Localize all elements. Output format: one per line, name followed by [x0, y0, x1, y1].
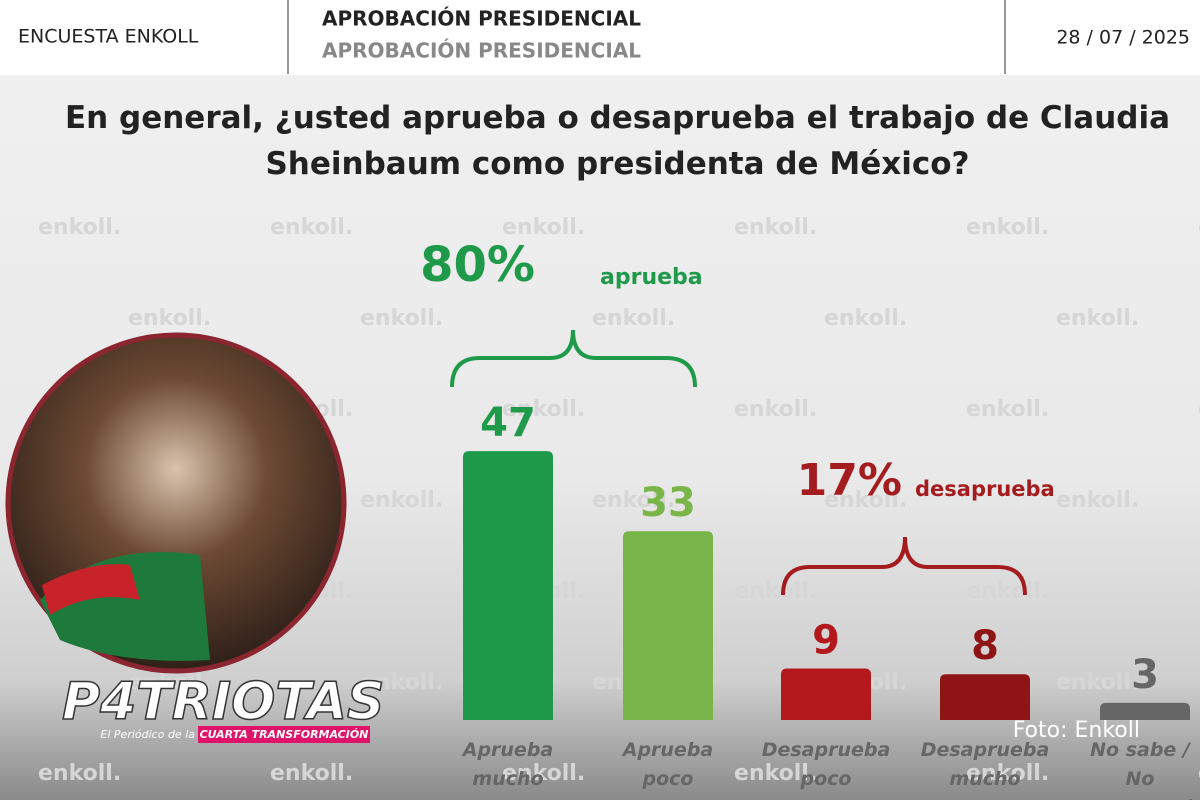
- logo: P4TRIOTAS: [62, 672, 385, 732]
- watermark: enkoll.: [38, 215, 121, 240]
- sash: [42, 564, 140, 615]
- watermark: enkoll.: [502, 761, 585, 786]
- bar: [463, 451, 553, 720]
- category-label: Aprueba poco: [622, 739, 714, 790]
- watermark: enkoll.: [1198, 579, 1200, 604]
- header-heading: APROBACIÓN PRESIDENCIAL: [322, 7, 641, 31]
- watermark: enkoll.: [966, 579, 1049, 604]
- bar: [940, 674, 1030, 720]
- category-label: No sabe / No respondió: [1087, 739, 1194, 800]
- watermark: enkoll.: [38, 761, 121, 786]
- value-label: 9: [812, 618, 840, 664]
- category-label: Desaprueba poco: [761, 739, 891, 790]
- watermark: enkoll.: [502, 215, 585, 240]
- watermark: enkoll.: [824, 306, 907, 331]
- watermark: enkoll.: [966, 761, 1049, 786]
- watermark: enkoll.: [824, 488, 907, 513]
- photo-credit: Foto: Enkoll: [1013, 718, 1140, 743]
- header-left: ENCUESTA ENKOLL: [18, 26, 199, 48]
- chart-title: En general, ¿usted aprueba o desaprueba …: [64, 100, 1171, 182]
- bar: [623, 531, 713, 720]
- value-label: 3: [1131, 652, 1159, 698]
- watermark: enkoll.: [1056, 670, 1139, 695]
- watermark: enkoll.: [734, 215, 817, 240]
- bar: [781, 668, 871, 720]
- annotation-text: desaprueba: [915, 477, 1055, 501]
- watermark: enkoll.: [734, 397, 817, 422]
- watermark: enkoll.: [1056, 306, 1139, 331]
- annotation-value: 17%: [797, 455, 902, 506]
- annotation-value: 80%: [420, 237, 535, 293]
- watermark: enkoll.: [270, 215, 353, 240]
- value-label: 33: [640, 480, 696, 526]
- watermark: enkoll.: [1198, 397, 1200, 422]
- logo-tagline: El Periódico de la: [100, 728, 195, 741]
- watermark: enkoll.: [1198, 215, 1200, 240]
- watermark: enkoll.: [1056, 488, 1139, 513]
- watermark: enkoll.: [592, 488, 675, 513]
- watermark: enkoll.: [1198, 761, 1200, 786]
- watermark: enkoll.: [734, 761, 817, 786]
- bracket: [781, 536, 1027, 596]
- logo-tagline-highlight: CUARTA TRANSFORMACIÓN: [200, 728, 369, 741]
- watermark: enkoll.: [966, 397, 1049, 422]
- header-date: 28 / 07 / 2025: [1056, 27, 1190, 49]
- annotation-text: aprueba: [600, 265, 703, 290]
- watermark: enkoll.: [360, 488, 443, 513]
- watermark: enkoll.: [128, 306, 211, 331]
- watermark: enkoll.: [360, 670, 443, 695]
- watermark: enkoll.: [128, 670, 211, 695]
- value-label: 8: [971, 623, 999, 669]
- category-label: Desaprueba mucho: [920, 739, 1050, 790]
- watermark: enkoll.: [270, 761, 353, 786]
- watermark: enkoll.: [592, 306, 675, 331]
- header: [0, 0, 1200, 75]
- category-label: Aprueba mucho: [462, 739, 554, 790]
- watermark: enkoll.: [360, 306, 443, 331]
- watermark: enkoll.: [966, 215, 1049, 240]
- header-subheading: APROBACIÓN PRESIDENCIAL: [322, 39, 641, 63]
- value-label: 47: [480, 400, 536, 446]
- bracket: [450, 329, 697, 388]
- bar: [1100, 702, 1190, 720]
- watermark: enkoll.: [502, 397, 585, 422]
- watermark: enkoll.: [734, 579, 817, 604]
- logo-band: [198, 726, 370, 743]
